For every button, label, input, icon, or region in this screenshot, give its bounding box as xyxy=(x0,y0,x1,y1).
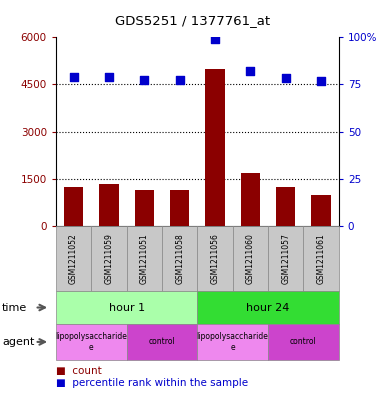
Text: time: time xyxy=(2,303,27,312)
Bar xyxy=(241,173,260,226)
Point xyxy=(177,77,183,83)
Point xyxy=(247,68,253,74)
Bar xyxy=(99,184,119,226)
Text: hour 24: hour 24 xyxy=(246,303,290,312)
Point xyxy=(141,77,147,83)
Text: GSM1211057: GSM1211057 xyxy=(281,233,290,284)
Point xyxy=(106,74,112,80)
Point xyxy=(70,74,77,80)
Text: lipopolysaccharide
e: lipopolysaccharide e xyxy=(55,332,127,352)
Bar xyxy=(64,187,83,226)
Bar xyxy=(170,191,189,226)
Point xyxy=(318,77,324,84)
Text: GSM1211056: GSM1211056 xyxy=(211,233,219,284)
Text: GSM1211058: GSM1211058 xyxy=(175,233,184,284)
Point xyxy=(212,36,218,42)
Text: ■  percentile rank within the sample: ■ percentile rank within the sample xyxy=(56,378,248,388)
Bar xyxy=(134,191,154,226)
Text: GSM1211052: GSM1211052 xyxy=(69,233,78,284)
Text: GSM1211059: GSM1211059 xyxy=(104,233,114,284)
Text: lipopolysaccharide
e: lipopolysaccharide e xyxy=(197,332,269,352)
Text: hour 1: hour 1 xyxy=(109,303,145,312)
Text: agent: agent xyxy=(2,337,34,347)
Bar xyxy=(205,69,225,226)
Text: control: control xyxy=(149,338,175,346)
Text: control: control xyxy=(290,338,317,346)
Text: ■  count: ■ count xyxy=(56,366,102,376)
Point xyxy=(283,75,289,81)
Bar xyxy=(276,187,295,226)
Bar xyxy=(311,195,331,226)
Text: GSM1211061: GSM1211061 xyxy=(316,233,326,284)
Text: GDS5251 / 1377761_at: GDS5251 / 1377761_at xyxy=(115,14,270,27)
Text: GSM1211051: GSM1211051 xyxy=(140,233,149,284)
Text: GSM1211060: GSM1211060 xyxy=(246,233,255,284)
